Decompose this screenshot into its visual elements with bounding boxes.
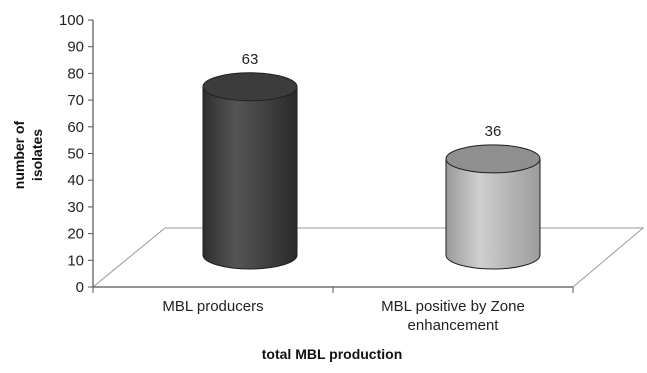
y-tick-label: 0 xyxy=(76,279,84,296)
x-axis-title: total MBL production xyxy=(262,346,403,362)
y-tick-label: 100 xyxy=(59,12,84,29)
bar xyxy=(445,144,541,270)
category-label: MBL positive by Zone enhancement xyxy=(381,298,525,334)
data-label: 63 xyxy=(242,51,259,68)
y-axis-title: number of isolates xyxy=(11,120,45,189)
y-tick-label: 70 xyxy=(67,92,84,109)
bar-body xyxy=(445,158,541,270)
category-label: MBL producers xyxy=(162,298,263,315)
y-tick-label: 90 xyxy=(67,39,84,56)
category-label-line: enhancement xyxy=(408,317,500,334)
y-tick-label: 60 xyxy=(67,119,84,136)
bar-top xyxy=(445,144,541,174)
y-tick-label: 10 xyxy=(67,252,84,269)
y-tick-label: 20 xyxy=(67,226,84,243)
y-axis-title-line: number of xyxy=(11,120,27,189)
y-axis-title-line: isolates xyxy=(29,129,45,181)
data-label: 36 xyxy=(485,123,502,140)
bar xyxy=(202,72,298,270)
category-label-line: MBL positive by Zone xyxy=(381,298,525,315)
bar-body xyxy=(202,86,298,270)
y-tick-label: 80 xyxy=(67,65,84,82)
y-tick-label: 30 xyxy=(67,199,84,216)
y-tick-label: 40 xyxy=(67,172,84,189)
bar-top xyxy=(202,72,298,102)
chart-floor xyxy=(91,227,645,288)
category-label-line: MBL producers xyxy=(162,298,263,315)
y-tick-label: 50 xyxy=(67,146,84,163)
